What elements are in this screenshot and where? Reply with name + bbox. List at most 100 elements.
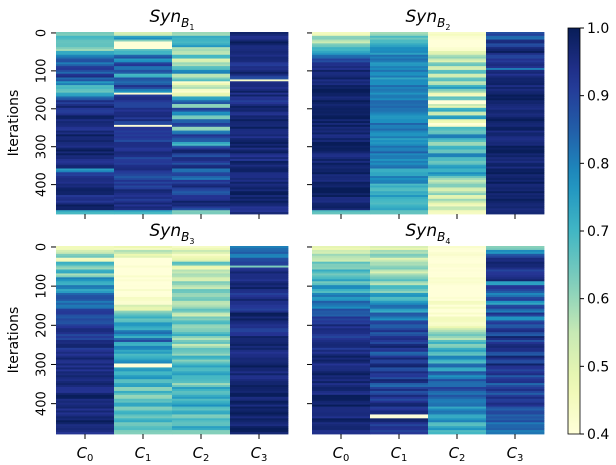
- heatmap-cell: [486, 50, 545, 54]
- heatmap-cell: [428, 259, 487, 263]
- heatmap-cell: [230, 394, 289, 398]
- heatmap-cell: [172, 187, 231, 190]
- heatmap-cell: [172, 189, 231, 192]
- heatmap-cell: [312, 347, 371, 351]
- heatmap-cell: [486, 387, 545, 390]
- heatmap-cell: [56, 312, 115, 315]
- heatmap-cell: [230, 383, 289, 386]
- heatmap-cell: [428, 210, 487, 213]
- heatmap-cell: [172, 149, 231, 152]
- heatmap-cell: [172, 47, 231, 50]
- heatmap-cell: [428, 79, 487, 82]
- colorbar-tick-label: 0.9: [587, 89, 609, 105]
- heatmap-cell: [230, 324, 289, 327]
- heatmap-cell: [486, 73, 545, 77]
- heatmap-cell: [370, 105, 429, 109]
- heatmap-cell: [114, 43, 173, 46]
- heatmap-cell: [230, 83, 289, 86]
- heatmap-cell: [56, 379, 115, 382]
- heatmap-cell: [56, 406, 115, 409]
- heatmap-cell: [114, 49, 173, 52]
- heatmap-cell: [114, 394, 173, 398]
- heatmap-cell: [428, 168, 487, 171]
- heatmap-cell: [428, 71, 487, 75]
- heatmap-cell: [428, 183, 487, 186]
- heatmap-cell: [114, 283, 173, 286]
- heatmap-cell: [370, 416, 429, 419]
- heatmap-cell: [370, 426, 429, 429]
- heatmap-cell: [370, 365, 429, 368]
- heatmap-cell: [230, 126, 289, 130]
- heatmap-cell: [486, 330, 545, 333]
- heatmap-cell: [428, 328, 487, 331]
- heatmap-cell: [230, 181, 289, 185]
- heatmap-cell: [312, 283, 371, 286]
- heatmap-cell: [230, 304, 289, 308]
- heatmap-cell: [486, 267, 545, 270]
- heatmap-cell: [486, 351, 545, 355]
- heatmap-cell: [312, 253, 371, 257]
- heatmap-cell: [312, 363, 371, 366]
- heatmap-cell: [312, 326, 371, 329]
- heatmap-cell: [114, 351, 173, 355]
- heatmap-cell: [428, 396, 487, 400]
- heatmap-cell: [172, 85, 231, 88]
- heatmap-cell: [114, 90, 173, 94]
- heatmap-cell: [114, 68, 173, 71]
- heatmap-cell: [172, 285, 231, 288]
- heatmap-cell: [56, 32, 115, 35]
- heatmap-cell: [56, 293, 115, 296]
- heatmap-cell: [56, 134, 115, 137]
- heatmap-cell: [486, 94, 545, 97]
- heatmap-cell: [370, 136, 429, 139]
- heatmap-cell: [172, 347, 231, 351]
- heatmap-cell: [230, 117, 289, 120]
- heatmap-cell: [370, 430, 429, 433]
- heatmap-cell: [486, 361, 545, 364]
- heatmap-cell: [370, 32, 429, 35]
- heatmap-cell: [370, 157, 429, 160]
- heatmap-cell: [230, 177, 289, 181]
- heatmap-cell: [486, 147, 545, 150]
- heatmap-cell: [486, 349, 545, 353]
- heatmap-cell: [370, 45, 429, 48]
- heatmap-cell: [370, 326, 429, 329]
- heatmap-cell: [230, 293, 289, 296]
- heatmap-cell: [114, 69, 173, 73]
- heatmap-cell: [172, 107, 231, 111]
- heatmap-cell: [312, 73, 371, 77]
- heatmap-cell: [230, 343, 289, 347]
- heatmap-cell: [114, 73, 173, 77]
- heatmap-cell: [370, 357, 429, 360]
- heatmap-cell: [312, 160, 371, 164]
- heatmap-cell: [230, 160, 289, 164]
- heatmap-cell: [114, 259, 173, 263]
- heatmap-cell: [172, 304, 231, 308]
- heatmap-cell: [486, 71, 545, 75]
- heatmap-cell: [486, 198, 545, 202]
- heatmap-cell: [230, 124, 289, 128]
- heatmap-cell: [56, 117, 115, 120]
- heatmap-cell: [486, 54, 545, 58]
- heatmap-cell: [114, 62, 173, 65]
- heatmap-cell: [370, 263, 429, 266]
- heatmap-cell: [114, 285, 173, 288]
- heatmap-cell: [370, 50, 429, 54]
- heatmap-cell: [172, 191, 231, 194]
- heatmap-cell: [230, 410, 289, 413]
- heatmap-cell: [230, 287, 289, 290]
- heatmap-cell: [428, 253, 487, 257]
- heatmap-cell: [428, 406, 487, 409]
- heatmap-cell: [172, 328, 231, 331]
- heatmap-cell: [370, 56, 429, 59]
- heatmap-cell: [312, 359, 371, 362]
- heatmap-cell: [312, 54, 371, 58]
- heatmap-cell: [172, 251, 231, 255]
- heatmap-cell: [172, 105, 231, 109]
- heatmap-cell: [428, 147, 487, 150]
- heatmap-cell: [312, 271, 371, 274]
- heatmap-cell: [172, 269, 231, 272]
- heatmap-cell: [486, 58, 545, 61]
- heatmap-cell: [312, 189, 371, 192]
- heatmap-cell: [114, 179, 173, 183]
